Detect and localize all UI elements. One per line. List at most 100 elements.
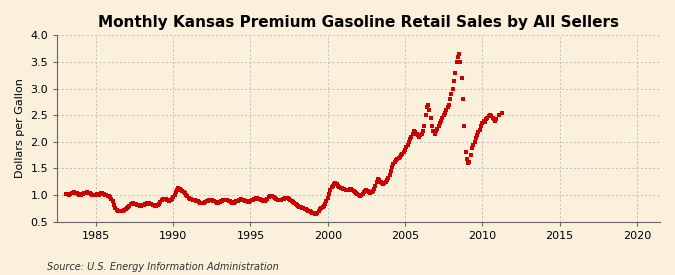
Point	[222, 198, 233, 203]
Point	[380, 180, 391, 184]
Point	[320, 202, 331, 206]
Point	[459, 124, 470, 128]
Point	[385, 169, 396, 173]
Point	[405, 137, 416, 141]
Point	[293, 204, 304, 208]
Point	[347, 188, 358, 192]
Point	[307, 210, 318, 215]
Point	[161, 198, 172, 202]
Point	[451, 60, 462, 64]
Point	[111, 208, 122, 212]
Point	[180, 191, 190, 196]
Point	[491, 117, 502, 122]
Point	[334, 184, 345, 189]
Point	[319, 204, 329, 208]
Point	[391, 158, 402, 163]
Title: Monthly Kansas Premium Gasoline Retail Sales by All Sellers: Monthly Kansas Premium Gasoline Retail S…	[98, 15, 619, 30]
Point	[242, 200, 253, 204]
Point	[117, 209, 128, 213]
Point	[109, 202, 119, 207]
Point	[442, 105, 453, 109]
Point	[354, 194, 365, 198]
Point	[115, 208, 126, 213]
Point	[313, 209, 324, 213]
Point	[100, 192, 111, 197]
Point	[219, 198, 230, 202]
Point	[102, 193, 113, 198]
Point	[138, 202, 149, 207]
Point	[323, 192, 334, 196]
Point	[490, 118, 501, 123]
Point	[374, 178, 385, 182]
Point	[173, 186, 184, 190]
Point	[228, 200, 239, 205]
Point	[205, 198, 216, 202]
Point	[198, 200, 209, 205]
Point	[89, 193, 100, 197]
Point	[114, 209, 125, 213]
Point	[421, 105, 432, 109]
Point	[290, 202, 301, 206]
Point	[428, 129, 439, 133]
Point	[142, 201, 153, 205]
Point	[408, 129, 419, 133]
Point	[404, 140, 414, 144]
Point	[200, 200, 211, 204]
Point	[397, 151, 408, 156]
Point	[151, 204, 162, 208]
Point	[489, 117, 500, 122]
Point	[310, 211, 321, 216]
Point	[184, 196, 194, 200]
Point	[86, 192, 97, 197]
Point	[223, 199, 234, 203]
Point	[335, 185, 346, 190]
Point	[119, 208, 130, 212]
Point	[128, 201, 139, 205]
Point	[215, 199, 226, 204]
Point	[414, 134, 425, 139]
Point	[481, 117, 491, 122]
Point	[452, 54, 463, 59]
Point	[346, 186, 356, 191]
Point	[245, 199, 256, 204]
Point	[462, 157, 472, 161]
Point	[165, 198, 176, 203]
Point	[188, 198, 199, 203]
Point	[82, 190, 92, 195]
Point	[61, 192, 72, 196]
Point	[419, 124, 430, 128]
Point	[84, 191, 95, 196]
Point	[155, 200, 166, 204]
Point	[396, 153, 406, 157]
Point	[463, 161, 474, 165]
Point	[141, 201, 152, 206]
Point	[458, 97, 468, 101]
Point	[412, 133, 423, 138]
Point	[353, 193, 364, 197]
Point	[168, 195, 179, 199]
Point	[252, 196, 263, 200]
Point	[281, 196, 292, 200]
Point	[398, 150, 409, 155]
Point	[96, 191, 107, 196]
Point	[360, 189, 371, 193]
Point	[479, 119, 490, 124]
Point	[181, 192, 192, 197]
Point	[83, 191, 94, 195]
Point	[275, 198, 286, 203]
Point	[400, 148, 410, 152]
Point	[361, 188, 372, 192]
Point	[317, 205, 328, 209]
Point	[79, 191, 90, 196]
Point	[123, 205, 134, 209]
Point	[101, 193, 111, 197]
Point	[370, 183, 381, 188]
Point	[308, 211, 319, 215]
Point	[218, 198, 229, 203]
Point	[418, 129, 429, 133]
Point	[482, 116, 493, 120]
Point	[130, 202, 141, 206]
Point	[289, 201, 300, 205]
Point	[276, 198, 287, 202]
Point	[387, 165, 398, 170]
